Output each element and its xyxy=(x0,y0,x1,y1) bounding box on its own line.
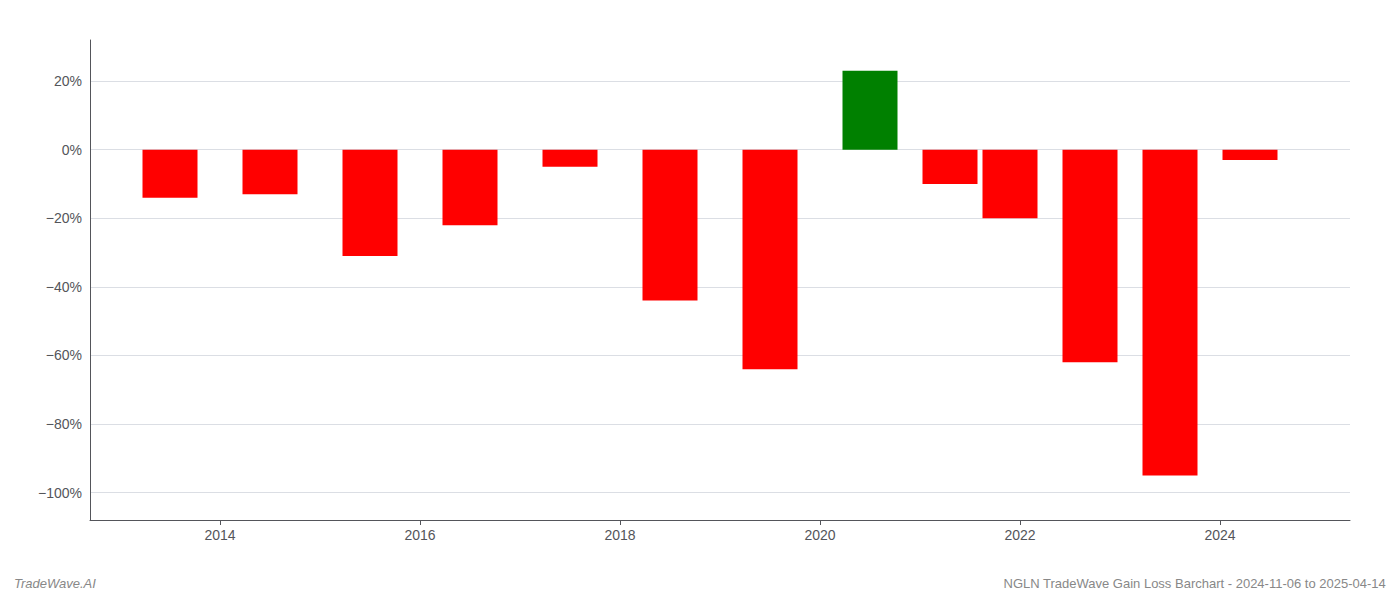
svg-text:2022: 2022 xyxy=(1004,527,1035,543)
svg-text:−100%: −100% xyxy=(38,485,82,501)
svg-text:TradeWave.AI: TradeWave.AI xyxy=(14,576,96,591)
svg-text:−40%: −40% xyxy=(46,279,82,295)
svg-text:2024: 2024 xyxy=(1204,527,1235,543)
svg-text:NGLN TradeWave Gain Loss Barch: NGLN TradeWave Gain Loss Barchart - 2024… xyxy=(1004,576,1386,591)
svg-text:2020: 2020 xyxy=(804,527,835,543)
svg-text:2018: 2018 xyxy=(604,527,635,543)
svg-text:2014: 2014 xyxy=(204,527,235,543)
svg-text:2016: 2016 xyxy=(404,527,435,543)
svg-text:−20%: −20% xyxy=(46,210,82,226)
svg-text:20%: 20% xyxy=(54,73,82,89)
svg-text:−60%: −60% xyxy=(46,347,82,363)
svg-text:0%: 0% xyxy=(62,142,82,158)
svg-text:−80%: −80% xyxy=(46,416,82,432)
